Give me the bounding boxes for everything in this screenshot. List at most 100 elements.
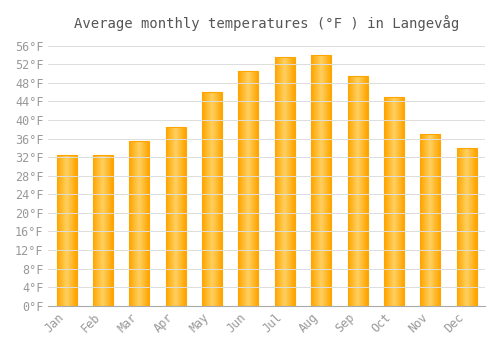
Bar (73, 155, 74, 306)
Bar (134, 141, 135, 306)
Bar (365, 76, 366, 306)
Bar (476, 148, 477, 306)
Bar (257, 71, 258, 306)
Bar (331, 55, 332, 306)
Bar (276, 57, 277, 306)
Bar (469, 148, 470, 306)
Bar (397, 97, 398, 306)
Bar (138, 141, 139, 306)
Bar (435, 134, 436, 306)
Bar (457, 148, 477, 306)
Bar (101, 155, 102, 306)
Bar (327, 55, 328, 306)
Bar (170, 127, 171, 306)
Bar (356, 76, 357, 306)
Bar (287, 57, 288, 306)
Bar (202, 92, 203, 306)
Bar (74, 155, 75, 306)
Bar (181, 127, 182, 306)
Bar (353, 76, 354, 306)
Bar (70, 155, 71, 306)
Bar (326, 55, 327, 306)
Bar (72, 155, 73, 306)
Bar (172, 127, 173, 306)
Bar (355, 76, 356, 306)
Bar (312, 55, 313, 306)
Bar (278, 57, 279, 306)
Bar (289, 57, 290, 306)
Bar (208, 92, 209, 306)
Bar (216, 92, 217, 306)
Bar (137, 141, 138, 306)
Bar (384, 97, 385, 306)
Bar (438, 134, 439, 306)
Bar (202, 92, 222, 306)
Bar (396, 97, 397, 306)
Bar (421, 134, 422, 306)
Bar (213, 92, 214, 306)
Bar (166, 127, 186, 306)
Bar (360, 76, 361, 306)
Bar (246, 71, 247, 306)
Bar (58, 155, 59, 306)
Bar (403, 97, 404, 306)
Bar (292, 57, 293, 306)
Bar (468, 148, 469, 306)
Bar (148, 141, 149, 306)
Bar (69, 155, 70, 306)
Bar (361, 76, 362, 306)
Bar (99, 155, 100, 306)
Bar (59, 155, 60, 306)
Bar (357, 76, 358, 306)
Bar (185, 127, 186, 306)
Bar (314, 55, 315, 306)
Bar (144, 141, 145, 306)
Bar (472, 148, 473, 306)
Bar (130, 141, 150, 306)
Bar (400, 97, 401, 306)
Bar (395, 97, 396, 306)
Bar (96, 155, 97, 306)
Bar (352, 76, 353, 306)
Bar (430, 134, 431, 306)
Bar (286, 57, 287, 306)
Bar (391, 97, 392, 306)
Bar (239, 71, 240, 306)
Bar (205, 92, 206, 306)
Bar (465, 148, 466, 306)
Bar (215, 92, 216, 306)
Bar (389, 97, 390, 306)
Bar (56, 155, 76, 306)
Bar (141, 141, 142, 306)
Bar (149, 141, 150, 306)
Bar (207, 92, 208, 306)
Bar (319, 55, 320, 306)
Bar (106, 155, 107, 306)
Bar (392, 97, 393, 306)
Bar (358, 76, 359, 306)
Bar (282, 57, 283, 306)
Bar (245, 71, 246, 306)
Bar (431, 134, 432, 306)
Bar (142, 141, 143, 306)
Bar (64, 155, 65, 306)
Bar (111, 155, 112, 306)
Bar (325, 55, 326, 306)
Bar (102, 155, 103, 306)
Bar (60, 155, 61, 306)
Bar (354, 76, 355, 306)
Bar (464, 148, 465, 306)
Bar (135, 141, 136, 306)
Bar (248, 71, 249, 306)
Bar (367, 76, 368, 306)
Bar (217, 92, 218, 306)
Bar (293, 57, 294, 306)
Bar (315, 55, 316, 306)
Bar (351, 76, 352, 306)
Bar (330, 55, 331, 306)
Bar (401, 97, 402, 306)
Bar (393, 97, 394, 306)
Bar (402, 97, 403, 306)
Bar (434, 134, 435, 306)
Bar (107, 155, 108, 306)
